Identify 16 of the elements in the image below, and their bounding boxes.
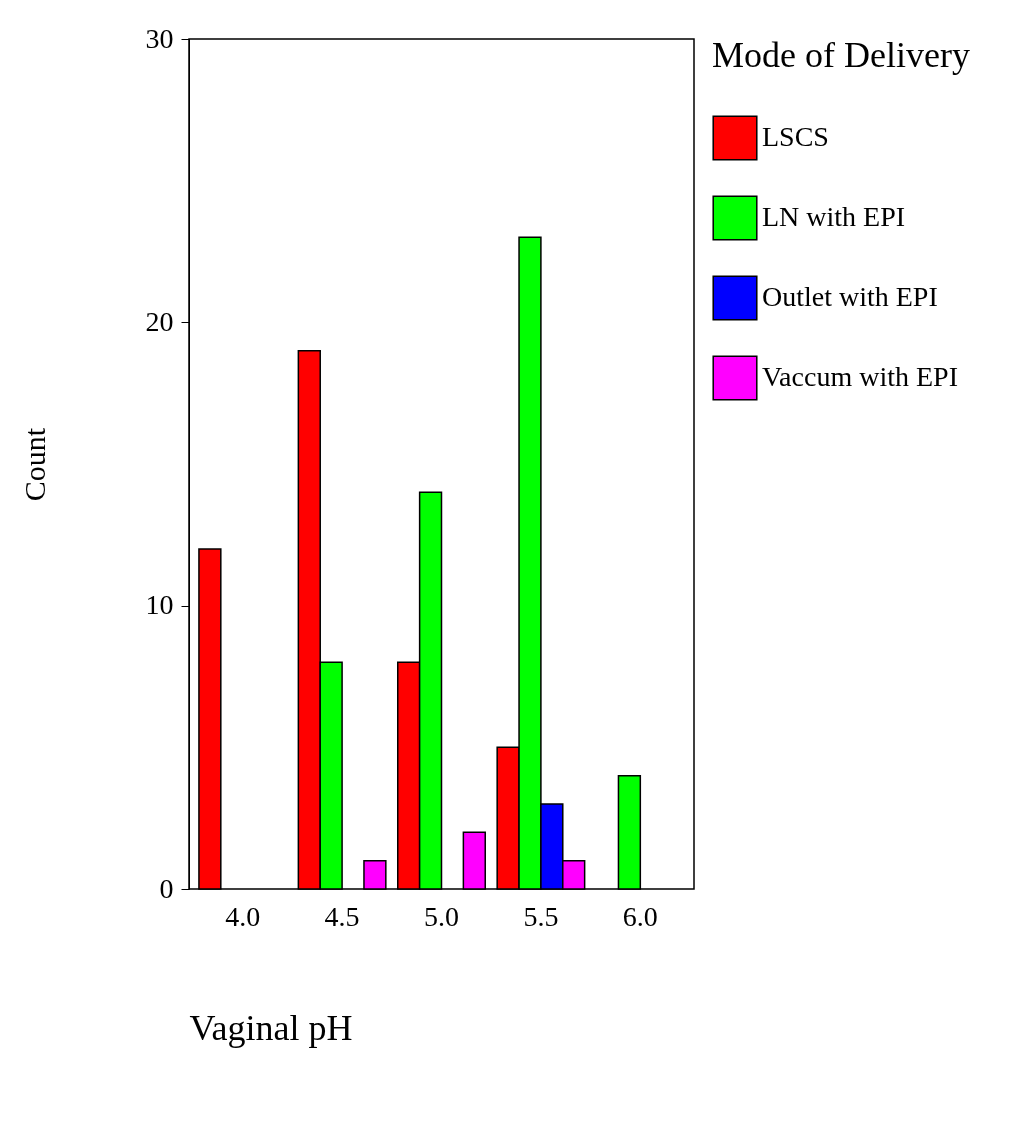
y-tick-label: 20	[145, 305, 174, 337]
x-tick-label: 4.5	[324, 900, 360, 932]
legend-label: LSCS	[762, 121, 829, 152]
y-tick-label: 30	[145, 22, 174, 54]
x-tick-label: 5.5	[523, 900, 559, 932]
x-tick-label: 5.0	[424, 900, 459, 932]
y-tick-label: 10	[145, 589, 174, 621]
y-tick-label: 0	[159, 872, 174, 904]
y-axis-title: Count	[17, 427, 51, 502]
legend-label: LN with EPI	[762, 201, 906, 232]
x-tick-label: 6.0	[622, 900, 658, 932]
legend-label: Outlet with EPI	[762, 281, 938, 312]
legend-label: Vaccum with EPI	[762, 361, 958, 392]
x-tick-label: 4.0	[225, 900, 261, 932]
x-axis-title: Vaginal pH	[189, 1007, 353, 1048]
legend-title: Mode of Delivery	[712, 35, 970, 75]
